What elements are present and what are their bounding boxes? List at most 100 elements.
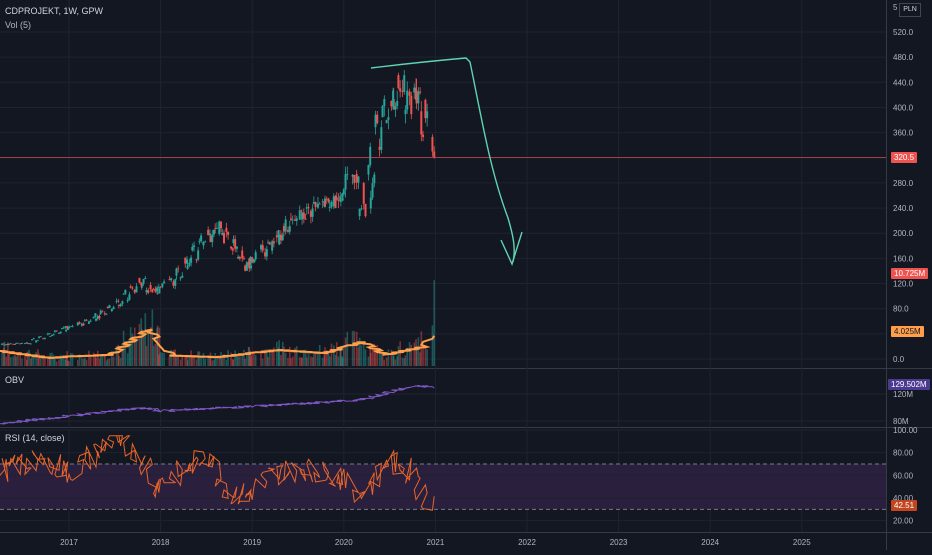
volume-bar (319, 345, 321, 366)
candle-body (138, 278, 140, 282)
rsi-value-badge: 42.51 (891, 500, 917, 511)
candle-body (397, 75, 399, 88)
volume-bar (44, 358, 46, 366)
volume-bar (322, 358, 324, 366)
volume-bar (415, 339, 417, 366)
candle-body (282, 235, 284, 240)
volume-bar (136, 338, 138, 366)
candle-body (363, 183, 365, 204)
volume-bar (193, 357, 195, 366)
candle-body (21, 343, 23, 344)
freehand-forecast-arrow (371, 58, 514, 262)
volume-bar (12, 356, 14, 366)
volume-bar (33, 356, 35, 366)
candle-body (310, 211, 312, 217)
candle-body (296, 218, 298, 220)
price-axis-tick: 480.0 (893, 53, 914, 62)
volume-bar (287, 358, 289, 366)
candle-body (12, 344, 14, 345)
candle-body (250, 266, 252, 269)
candle-body (93, 317, 95, 319)
candle-body (94, 313, 96, 317)
candle-body (415, 88, 417, 100)
candle-body (313, 202, 315, 204)
volume-bar (147, 331, 149, 366)
candle-body (241, 251, 243, 259)
candle-body (153, 289, 155, 290)
candle-body (15, 343, 17, 344)
candle-body (58, 333, 60, 334)
candle-body (144, 278, 146, 279)
volume-bar (253, 351, 255, 366)
candle-body (360, 208, 362, 209)
candle-body (188, 263, 190, 266)
volume-bar (17, 353, 19, 366)
candle-body (249, 257, 251, 264)
volume-bar (248, 347, 250, 366)
volume-bar (81, 358, 83, 366)
candle-body (294, 220, 296, 221)
volume-bar (204, 359, 206, 366)
rsi-axis-tick: 80.00 (893, 449, 914, 458)
candle-body (341, 195, 343, 197)
candle-body (386, 120, 388, 123)
price-axis-tick: 0.0 (893, 355, 905, 364)
price-axis-tick: 5 (893, 3, 898, 12)
candle-body (209, 236, 211, 243)
candle-body (30, 344, 32, 345)
candle-body (353, 175, 355, 183)
volume-bar (227, 350, 229, 366)
candle-body (370, 198, 372, 209)
candle-body (81, 324, 83, 326)
candle-body (190, 258, 192, 263)
candle-body (19, 343, 21, 344)
candle-body (140, 283, 142, 285)
volume-bar (299, 357, 301, 366)
candle-body (118, 305, 120, 306)
candle-body (65, 330, 67, 331)
price-axis-tick: 360.0 (893, 129, 914, 138)
volume-bar (134, 328, 136, 366)
volume-bar (280, 355, 282, 366)
volume-bar (54, 359, 56, 366)
candle-body (156, 288, 158, 292)
volume-bar (317, 352, 319, 366)
time-axis-label: 2019 (243, 538, 261, 547)
candle-body (56, 331, 58, 332)
obv-value-badge: 129.502M (888, 379, 930, 390)
time-axis-label: 2017 (60, 538, 78, 547)
volume-bar (352, 331, 354, 366)
candle-body (214, 228, 216, 229)
candle-body (64, 326, 66, 327)
volume-bar (331, 344, 333, 366)
volume-bar (186, 357, 188, 366)
candle-body (204, 242, 206, 243)
volume-bar (341, 356, 343, 366)
time-axis-label: 2020 (335, 538, 353, 547)
volume-bar (361, 345, 363, 366)
candle-body (328, 199, 330, 202)
candle-body (299, 210, 301, 219)
volume-bar (313, 354, 315, 366)
candle-body (77, 322, 79, 325)
volume-bar (218, 358, 220, 366)
candle-body (158, 287, 160, 288)
volume-bar (162, 353, 164, 366)
candle-body (264, 252, 266, 256)
candle-body (28, 343, 30, 344)
volume-bar (426, 349, 428, 366)
candle-body (248, 262, 250, 264)
volume-bar (56, 362, 58, 366)
currency-badge[interactable]: PLN (899, 3, 921, 17)
volume-bar (251, 352, 253, 366)
volume-bar (410, 345, 412, 366)
volume-bar (10, 357, 12, 366)
candle-body (146, 290, 148, 292)
candle-body (396, 101, 398, 106)
time-axis-label: 2018 (152, 538, 170, 547)
volume-bar (241, 355, 243, 366)
volume-bar (386, 358, 388, 366)
volume-bar (84, 357, 86, 366)
